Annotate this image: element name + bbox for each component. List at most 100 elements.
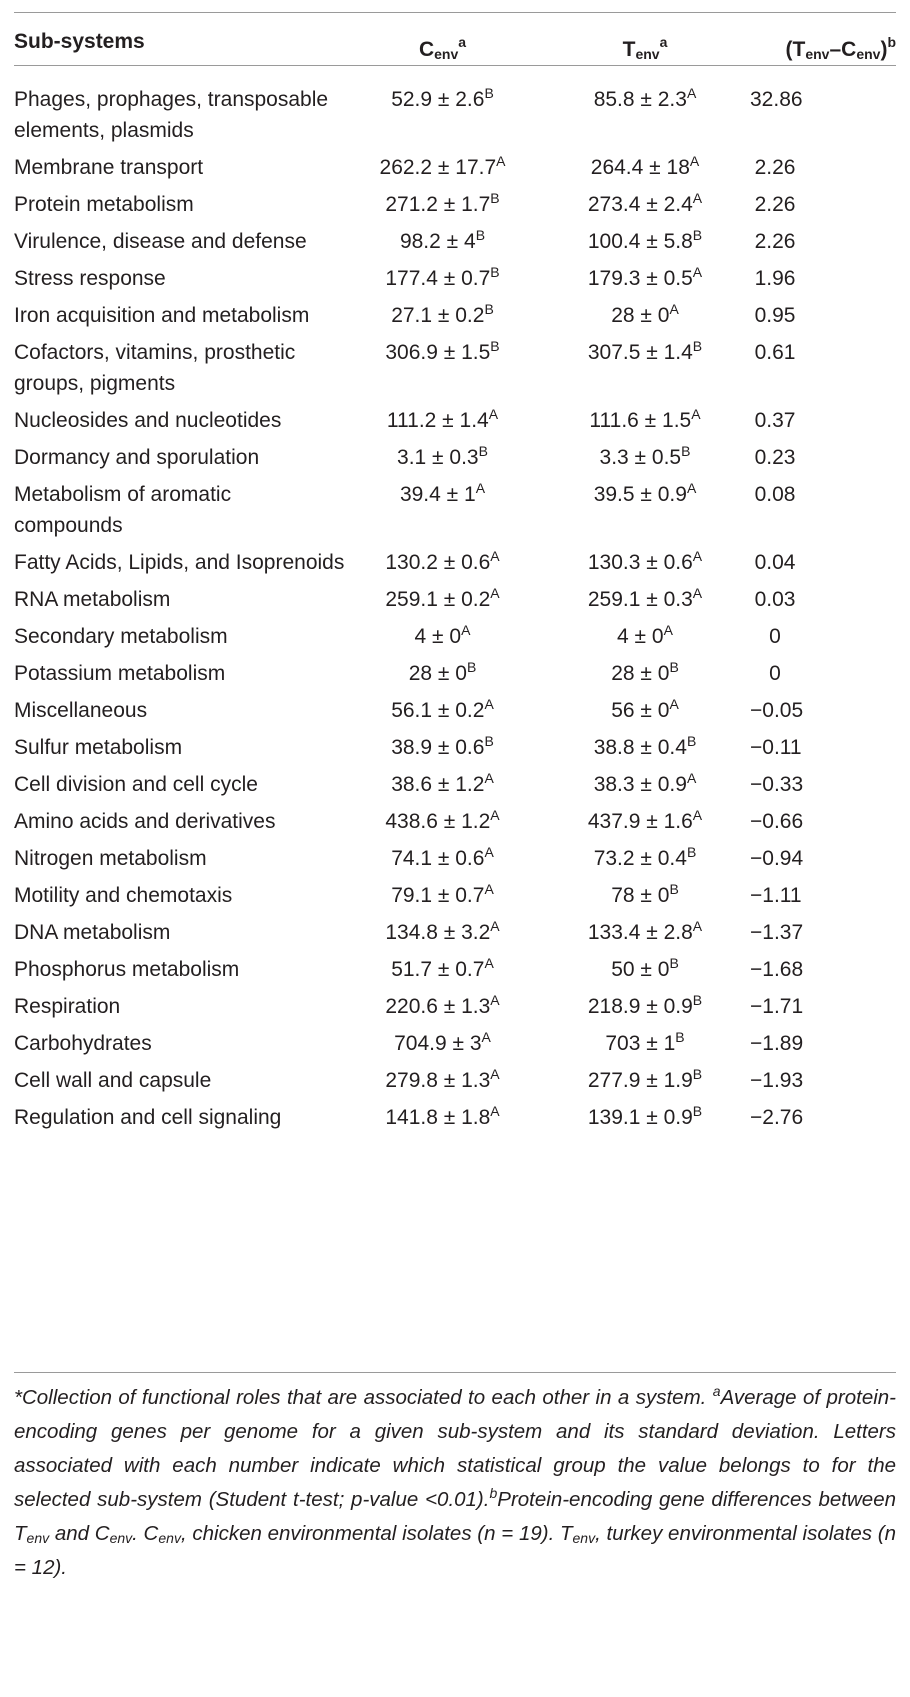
tenv-cell: 307.5 ± 1.4B — [540, 337, 750, 399]
difference-value: 0.95 — [754, 304, 796, 327]
cenv-cell: 28 ± 0B — [345, 658, 540, 689]
tenv-value: 130.3 ± 0.6 — [587, 551, 693, 574]
tenv-group: A — [669, 696, 679, 712]
table-header: Sub-systems Cenva Tenva (Tenv–Cenv)b — [14, 22, 896, 62]
header-text: (T — [785, 38, 806, 61]
table-row: Iron acquisition and metabolism 27.1 ± 0.… — [14, 297, 896, 334]
tenv-group: A — [686, 770, 697, 786]
sub-system-name: Nitrogen metabolism — [14, 847, 207, 870]
table-row: RNA metabolism 259.1 ± 0.2A 259.1 ± 0.3A 0.… — [14, 581, 896, 618]
tenv-cell: 437.9 ± 1.6A — [540, 806, 750, 837]
cenv-cell: 306.9 ± 1.5B — [345, 337, 540, 399]
cenv-cell: 38.9 ± 0.6B — [345, 732, 540, 763]
cenv-group: B — [484, 733, 494, 749]
header-sub: env — [856, 46, 881, 62]
table-row: Dormancy and sporulation 3.1 ± 0.3 B 3.3 ± … — [14, 439, 896, 476]
tenv-cell: 130.3 ± 0.6A — [540, 547, 750, 578]
difference-value: −1.71 — [750, 995, 804, 1018]
header-sub: env — [805, 46, 830, 62]
cenv-group: A — [461, 622, 471, 638]
header-sub: env — [434, 46, 459, 62]
footnote-b: Protein-encoding gene differences betwee… — [14, 1488, 896, 1545]
header-text: T — [622, 38, 636, 61]
cenv-value: 3.1 ± 0.3 — [397, 446, 479, 469]
difference-value: 0.03 — [754, 588, 796, 611]
footnote-star: *Collection of functional roles that are… — [14, 1386, 713, 1409]
tenv-value: 38.8 ± 0.4 — [593, 736, 687, 759]
sub-system-name: Dormancy and sporulation — [14, 446, 260, 469]
cenv-group: B — [490, 338, 500, 354]
cenv-cell: 52.9 ± 2.6B — [345, 84, 540, 146]
cenv-cell: 262.2 ± 17.7A — [345, 152, 540, 183]
tenv-value: 111.6 ± 1.5 — [589, 409, 692, 432]
cenv-group: A — [475, 480, 486, 496]
sub-system-name: Regulation and cell signaling — [14, 1106, 282, 1129]
tenv-value: 38.3 ± 0.9 — [593, 773, 687, 796]
tenv-group: A — [686, 85, 697, 101]
cenv-cell: 438.6 ± 1.2A — [345, 806, 540, 837]
footnote-sub: env — [572, 1530, 596, 1546]
tenv-cell: 218.9 ± 0.9B — [540, 991, 750, 1022]
tenv-group: B — [669, 659, 679, 675]
sub-system-name: RNA metabolism — [14, 588, 171, 611]
tenv-cell: 56 ± 0A — [540, 695, 750, 726]
sub-system-name: Secondary metabolism — [14, 625, 228, 648]
cenv-group: A — [490, 1066, 500, 1082]
cenv-group: B — [484, 301, 494, 317]
difference-value: 0.37 — [754, 409, 796, 432]
cenv-cell: 177.4 ± 0.7B — [345, 263, 540, 294]
sub-system-name: Potassium metabolism — [14, 662, 226, 685]
table-row: Respiration 220.6 ± 1.3A 218.9 ± 0.9B −1.71 — [14, 988, 896, 1025]
cenv-value: 134.8 ± 3.2 — [385, 921, 491, 944]
cenv-group: B — [466, 659, 477, 675]
tenv-cell: 273.4 ± 2.4A — [540, 189, 750, 220]
difference-value: 0.23 — [754, 446, 796, 469]
tenv-cell: 85.8 ± 2.3A — [540, 84, 750, 146]
tenv-value: 85.8 ± 2.3 — [593, 88, 687, 111]
tenv-value: 179.3 ± 0.5 — [587, 267, 693, 290]
table-row: Sulfur metabolism 38.9 ± 0.6B 38.8 ± 0.4B −… — [14, 729, 896, 766]
tenv-group: B — [692, 338, 703, 354]
footnote-b: , chicken environmental isolates (n = 19… — [180, 1522, 573, 1545]
difference-value: −1.68 — [750, 958, 804, 981]
difference-value: 2.26 — [754, 156, 796, 179]
cenv-cell: 271.2 ± 1.7B — [345, 189, 540, 220]
table-row: Fatty Acids, Lipids, and Isoprenoids 130.… — [14, 544, 896, 581]
bottom-rule — [14, 1372, 896, 1373]
table-row: Virulence, disease and defense 98.2 ± 4B 1… — [14, 223, 896, 260]
cenv-cell: 98.2 ± 4B — [345, 226, 540, 257]
table-row: Membrane transport 262.2 ± 17.7A 264.4 ± 1… — [14, 149, 896, 186]
tenv-group: A — [692, 548, 703, 564]
tenv-group: B — [692, 1066, 703, 1082]
cenv-group: B — [490, 190, 500, 206]
tenv-value: 437.9 ± 1.6 — [587, 810, 693, 833]
tenv-cell: 50 ± 0B — [540, 954, 750, 985]
tenv-group: B — [669, 881, 679, 897]
cenv-value: 51.7 ± 0.7 — [391, 958, 485, 981]
sub-system-name: Stress response — [14, 267, 166, 290]
cenv-group: B — [475, 227, 486, 243]
tenv-value: 50 ± 0 — [611, 958, 670, 981]
table-row: Stress response 177.4 ± 0.7B 179.3 ± 0.5A 1… — [14, 260, 896, 297]
tenv-cell: 3.3 ± 0.5B — [540, 442, 750, 473]
cenv-cell: 259.1 ± 0.2A — [345, 584, 540, 615]
difference-value: 0 — [769, 662, 781, 685]
tenv-group: A — [692, 918, 703, 934]
tenv-cell: 264.4 ± 18A — [540, 152, 750, 183]
table-row: Cell wall and capsule 279.8 ± 1.3A 277.9 ±… — [14, 1062, 896, 1099]
cenv-cell: 704.9 ± 3A — [345, 1028, 540, 1059]
table-row: DNA metabolism 134.8 ± 3.2A 133.4 ± 2.8A −1… — [14, 914, 896, 951]
header-sup: a — [458, 34, 467, 50]
difference-value: 0 — [769, 625, 781, 648]
cenv-value: 4 ± 0 — [414, 625, 462, 648]
tenv-cell: 139.1 ± 0.9B — [540, 1102, 750, 1133]
cenv-cell: 39.4 ± 1A — [345, 479, 540, 541]
cenv-group: A — [488, 406, 499, 422]
tenv-group: B — [681, 443, 691, 459]
tenv-cell: 703 ± 1B — [540, 1028, 750, 1059]
difference-value: −1.93 — [750, 1069, 804, 1092]
header-sup: b — [887, 34, 896, 50]
difference-value: −2.76 — [750, 1106, 804, 1129]
cenv-value: 111.2 ± 1.4 — [386, 409, 489, 432]
tenv-value: 133.4 ± 2.8 — [587, 921, 693, 944]
